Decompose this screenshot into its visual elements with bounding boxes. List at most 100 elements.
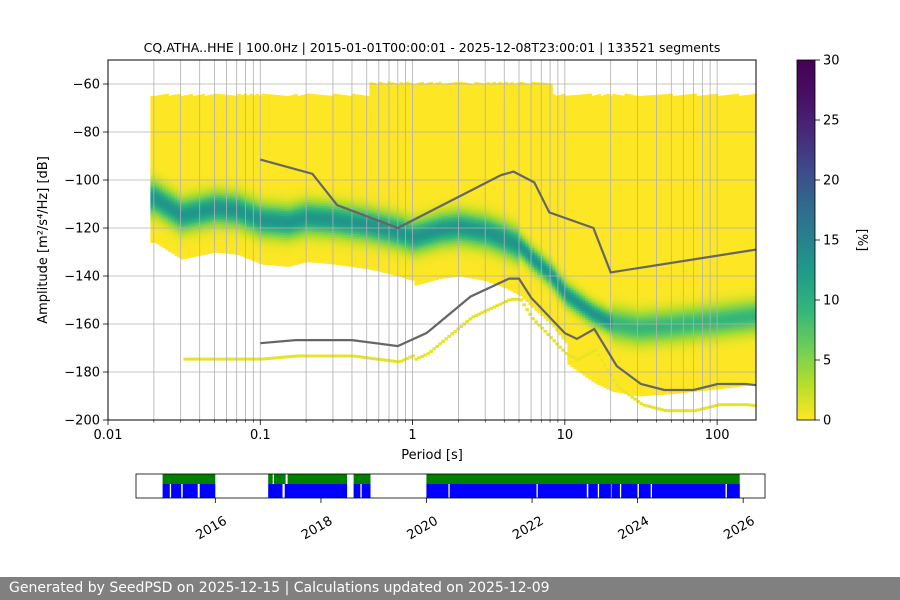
psd-cell [213, 132, 217, 136]
psd-cell [159, 106, 163, 110]
psd-cell [222, 204, 226, 208]
psd-cell [222, 243, 226, 247]
psd-cell [180, 230, 184, 234]
psd-cell [174, 171, 178, 175]
psd-cell [198, 171, 202, 175]
psd-cell [219, 250, 223, 253]
psd-cell [171, 198, 175, 202]
psd-cell [201, 110, 205, 114]
psd-cell [162, 101, 166, 105]
psd-cell [189, 156, 193, 160]
psd-cell [192, 95, 196, 99]
psd-cell [174, 207, 178, 211]
psd-cell [216, 139, 220, 143]
psd-cell [231, 153, 235, 156]
psd-cell [225, 150, 229, 153]
psd-cell [216, 225, 220, 229]
psd-cell [300, 354, 304, 358]
psd-cell [165, 127, 169, 131]
psd-cell [177, 187, 181, 191]
psd-cell [207, 174, 211, 178]
psd-density [150, 81, 756, 413]
psd-cell [228, 138, 232, 142]
psd-cell [153, 232, 157, 236]
psd-cell [201, 209, 205, 213]
psd-cell [195, 244, 199, 247]
psd-cell [216, 223, 220, 227]
psd-cell [189, 158, 193, 162]
psd-cell [222, 248, 226, 251]
psd-cell [162, 139, 166, 143]
psd-cell [156, 95, 160, 99]
psd-cell [180, 218, 184, 222]
psd-cell [168, 98, 172, 101]
psd-cell [159, 133, 163, 136]
psd-cell [162, 190, 166, 194]
psd-cell [177, 101, 181, 105]
psd-cell [189, 204, 193, 208]
psd-cell [156, 203, 160, 207]
psd-cell [231, 117, 235, 120]
psd-cell [264, 94, 268, 97]
psd-cell [216, 194, 220, 198]
psd-cell [222, 221, 226, 225]
psd-cell [207, 152, 211, 156]
psd-cell [213, 249, 217, 253]
psd-cell [180, 189, 184, 193]
psd-cell [198, 224, 202, 228]
psd-cell [183, 203, 187, 207]
psd-cell [159, 221, 163, 225]
psd-cell [225, 111, 229, 115]
psd-cell [228, 229, 232, 233]
psd-cell [207, 143, 211, 146]
psd-cell [156, 124, 160, 127]
psd-cell [210, 195, 214, 199]
psd-cell [213, 187, 217, 191]
psd-cell [159, 123, 163, 127]
psd-cell [198, 193, 202, 196]
psd-cell [195, 232, 199, 235]
psd-cell [162, 151, 166, 155]
psd-cell [207, 121, 211, 125]
psd-cell [195, 157, 199, 161]
psd-cell [228, 157, 232, 161]
psd-cell [153, 230, 157, 234]
psd-cell [201, 192, 205, 196]
psd-cell [207, 155, 211, 158]
psd-cell [162, 233, 166, 237]
psd-cell [207, 186, 211, 190]
psd-cell [180, 129, 184, 133]
psd-cell [207, 131, 211, 134]
psd-cell [180, 141, 184, 145]
psd-cell [165, 225, 169, 229]
psd-cell [186, 142, 190, 146]
psd-cell [177, 154, 181, 157]
psd-cell [339, 94, 343, 98]
psd-cell [219, 94, 223, 97]
psd-cell [195, 128, 199, 132]
psd-cell [207, 207, 211, 211]
psd-cell [180, 208, 184, 212]
psd-cell [150, 235, 154, 239]
psd-cell [195, 215, 199, 219]
psd-cell [186, 147, 190, 151]
psd-cell [192, 155, 196, 159]
psd-cell [231, 186, 235, 190]
psd-cell [165, 129, 169, 133]
psd-cell [162, 106, 166, 110]
psd-cell [222, 156, 226, 160]
psd-cell [201, 175, 205, 179]
psd-cell [168, 122, 172, 125]
psd-cell [222, 140, 226, 143]
psd-cell [219, 130, 223, 133]
psd-cell [156, 181, 160, 185]
psd-cell [192, 227, 196, 231]
psd-cell [168, 165, 172, 169]
psd-cell [192, 220, 196, 224]
psd-cell [210, 214, 214, 218]
psd-cell [216, 125, 220, 128]
psd-cell [183, 109, 187, 113]
psd-cell [213, 233, 217, 236]
psd-cell [195, 236, 199, 240]
psd-cell [216, 96, 220, 100]
